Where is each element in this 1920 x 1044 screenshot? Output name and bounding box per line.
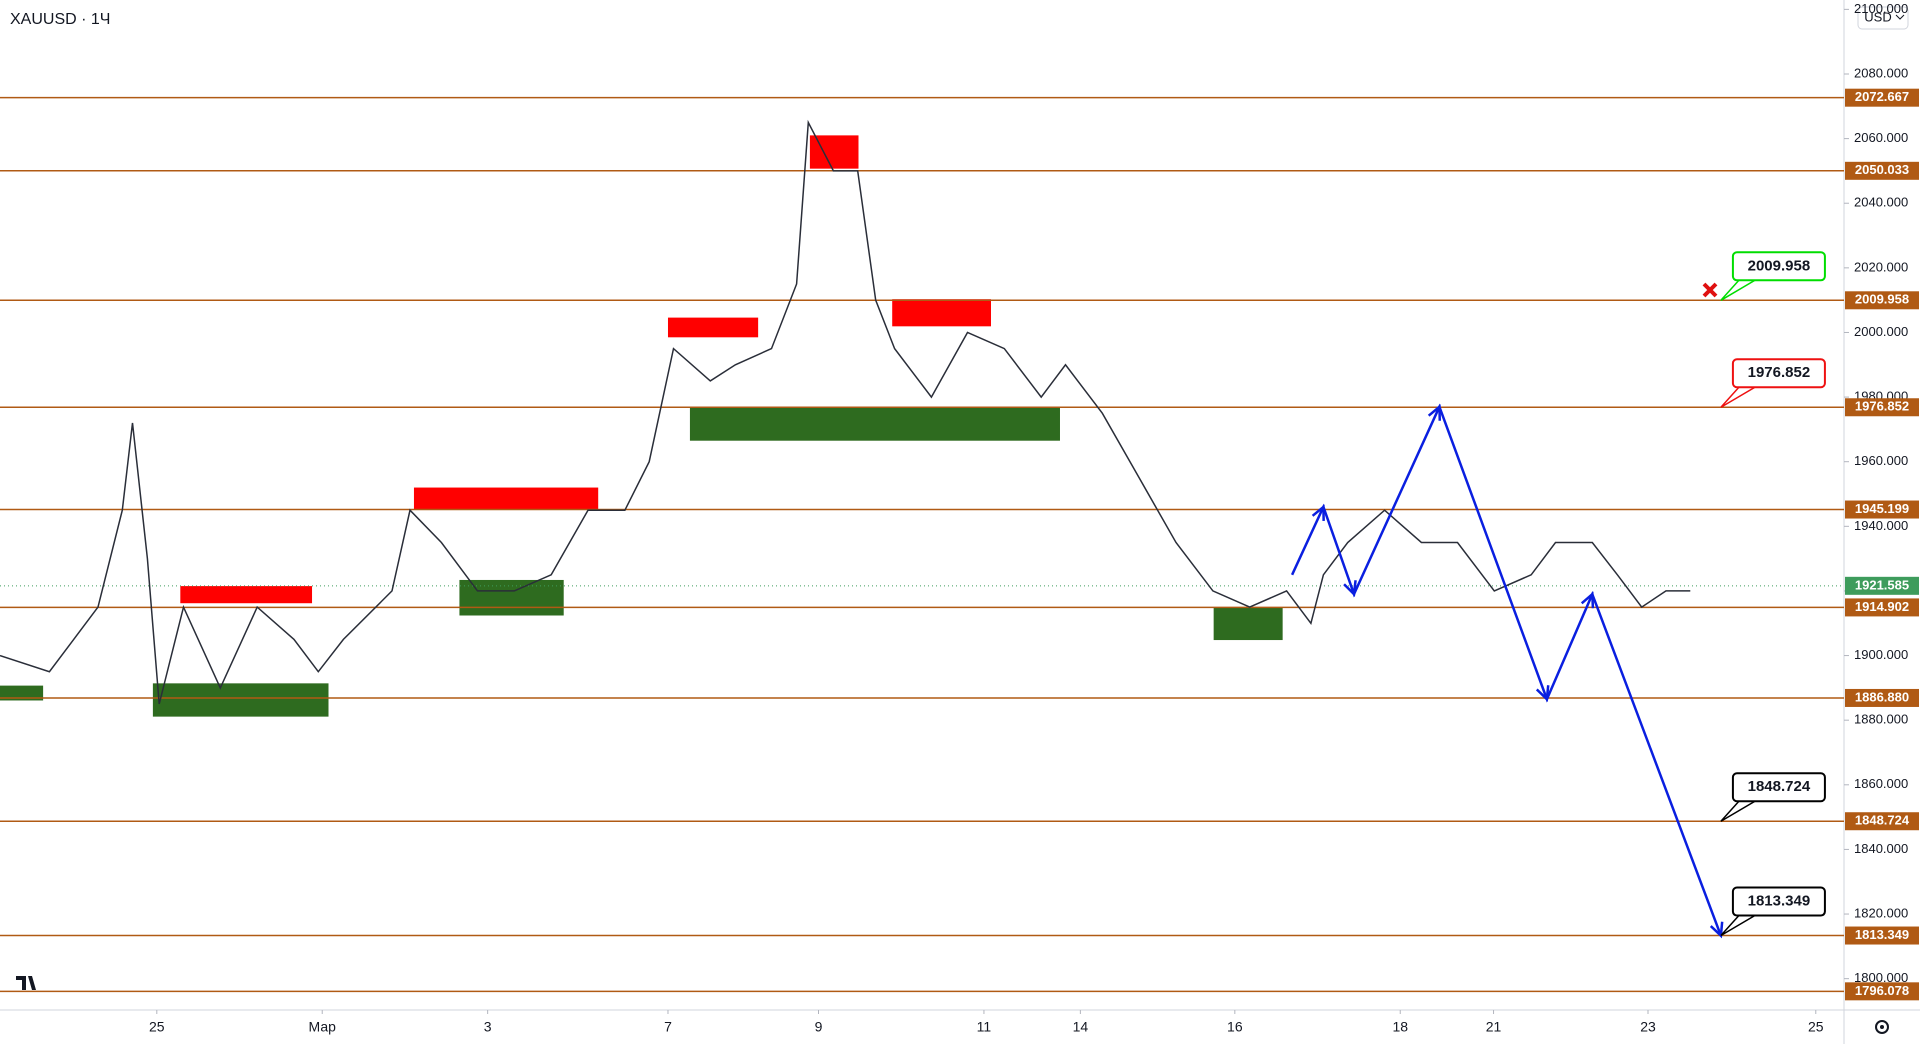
currency-label: USD	[1864, 9, 1891, 24]
zone	[413, 487, 599, 510]
zone	[180, 586, 313, 604]
y-tick-label: 1860.000	[1854, 776, 1908, 791]
level-label: 2050.033	[1855, 162, 1909, 177]
projection-arrowhead	[1343, 580, 1357, 597]
x-tick-label: 18	[1392, 1019, 1408, 1035]
x-tick-label: 3	[484, 1019, 492, 1035]
callout-box	[1731, 886, 1826, 917]
level-label: 1813.349	[1855, 927, 1909, 942]
projection-arrowhead	[1580, 591, 1595, 609]
y-tick-label: 2080.000	[1854, 65, 1908, 80]
zone	[689, 407, 1060, 441]
zone	[892, 299, 991, 327]
level-label-box	[1845, 598, 1919, 617]
x-tick-label: 7	[664, 1019, 672, 1035]
symbol-title: XAUUSD · 1Ч	[10, 11, 110, 28]
x-tick-label: Мар	[309, 1019, 337, 1035]
level-label-box	[1845, 161, 1919, 180]
currency-caret	[1895, 14, 1905, 20]
y-tick-label: 1880.000	[1854, 712, 1908, 727]
level-label: 1945.199	[1855, 501, 1909, 516]
callout-box	[1731, 772, 1826, 803]
level-label-box	[1845, 926, 1919, 945]
y-tick-label: 2100.000	[1854, 1, 1908, 16]
x-tick-label: 11	[977, 1019, 992, 1035]
y-tick-label: 2060.000	[1854, 130, 1908, 145]
projection-arrowhead	[1427, 404, 1442, 421]
y-tick-label: 1800.000	[1854, 970, 1908, 985]
y-tick-label: 2040.000	[1854, 195, 1908, 210]
zone	[152, 683, 329, 717]
projection-arrowhead	[1535, 685, 1550, 702]
level-label: 1886.880	[1855, 689, 1909, 704]
level-label-box	[1845, 291, 1919, 310]
last-price-label: 1921.585	[1855, 577, 1909, 592]
remove-marker[interactable]	[1702, 282, 1718, 298]
level-label: 1976.852	[1855, 399, 1909, 414]
price-line	[0, 119, 1691, 705]
y-tick-label: 1900.000	[1854, 647, 1908, 662]
callout-label: 2009.958	[1748, 257, 1811, 274]
level-label: 1796.078	[1855, 983, 1909, 998]
currency-button[interactable]	[1857, 6, 1909, 30]
level-label-box	[1845, 982, 1919, 1001]
x-tick-label: 16	[1227, 1019, 1243, 1035]
y-tick-label: 1960.000	[1854, 453, 1908, 468]
y-tick-label: 2000.000	[1854, 324, 1908, 339]
logo	[10, 968, 44, 996]
level-label-box	[1845, 398, 1919, 417]
x-tick-label: 23	[1640, 1019, 1656, 1035]
callout-box	[1731, 358, 1826, 389]
callout-box	[1731, 251, 1826, 282]
x-tick-label: 25	[149, 1019, 165, 1035]
level-label-box	[1845, 500, 1919, 519]
x-tick-label: 21	[1486, 1019, 1502, 1035]
y-tick-label: 1840.000	[1854, 841, 1908, 856]
x-tick-label: 14	[1073, 1019, 1089, 1035]
y-tick-label: 1940.000	[1854, 518, 1908, 533]
last-price-box	[1845, 576, 1919, 595]
level-label-box	[1845, 88, 1919, 107]
zone	[1213, 607, 1283, 641]
level-label: 2072.667	[1855, 89, 1909, 104]
level-label: 1914.902	[1855, 599, 1909, 614]
level-label: 2009.958	[1855, 292, 1909, 307]
y-tick-label: 2020.000	[1854, 259, 1908, 274]
zone	[667, 317, 759, 338]
callout-label: 1976.852	[1748, 364, 1811, 381]
level-label-box	[1845, 812, 1919, 831]
callout-label: 1848.724	[1748, 778, 1811, 795]
projection-arrowhead	[1311, 504, 1325, 521]
x-tick-label: 25	[1808, 1019, 1824, 1035]
level-label-box	[1845, 688, 1919, 707]
callout-label: 1813.349	[1748, 892, 1811, 909]
zone	[0, 685, 44, 701]
y-tick-label: 1820.000	[1854, 905, 1908, 920]
level-label: 1848.724	[1855, 813, 1910, 828]
x-tick-label: 9	[815, 1019, 823, 1035]
settings-icon[interactable]	[1875, 1020, 1889, 1034]
zone	[459, 579, 564, 616]
